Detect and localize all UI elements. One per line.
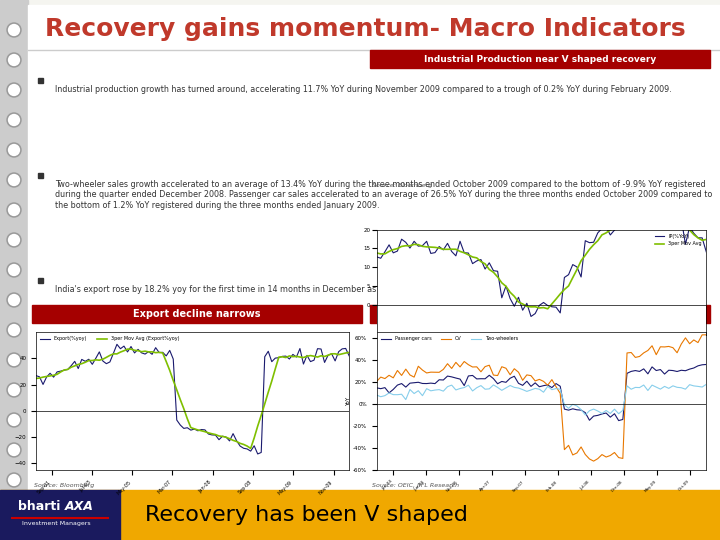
CV (589, 458, 598, 464)
Text: Two-wheeler sales growth accelerated to an average of 13.4% YoY during the three: Two-wheeler sales growth accelerated to … (55, 180, 712, 210)
Two-wheelers (581, 411, 590, 418)
3per Mov Avg (589, 241, 598, 248)
Two-wheelers (372, 392, 381, 399)
Bar (32, 305, 362, 323)
Text: Industrial production growth has turned around, accelerating 11.7% YoY during No: Industrial production growth has turned … (55, 85, 672, 94)
CV (669, 345, 678, 351)
Passenger cars (372, 384, 381, 391)
Two-wheelers (602, 407, 611, 414)
3per Mov Avg (577, 258, 585, 264)
IP(%YoY) (602, 224, 611, 230)
3per Mov Avg (372, 249, 381, 256)
CV (702, 332, 711, 338)
3per Mov Avg (602, 230, 611, 236)
Passenger cars (598, 411, 606, 417)
Legend: IP(%YoY), 3per Mov Avg: IP(%YoY), 3per Mov Avg (653, 232, 704, 248)
Legend: Passenger cars, CV, Two-wheelers: Passenger cars, CV, Two-wheelers (379, 335, 520, 343)
Text: Recovery has been V shaped: Recovery has been V shaped (145, 505, 468, 525)
Bar (370, 50, 710, 68)
Line: CV: CV (377, 335, 706, 461)
Passenger cars (669, 367, 678, 374)
CV (585, 456, 594, 462)
Bar (0, 490, 720, 540)
Circle shape (7, 143, 21, 157)
Circle shape (7, 53, 21, 67)
Two-wheelers (568, 401, 577, 408)
Circle shape (7, 263, 21, 277)
IP(%YoY) (372, 254, 381, 260)
Bar (38, 78, 43, 83)
Circle shape (7, 173, 21, 187)
Bar (28, 50, 720, 490)
Line: Two-wheelers: Two-wheelers (377, 384, 706, 415)
Bar (0, 490, 120, 540)
Text: Investment Managers: Investment Managers (22, 522, 91, 526)
Passenger cars (572, 407, 581, 413)
Two-wheelers (702, 381, 711, 388)
IP(%YoY) (672, 223, 681, 230)
Passenger cars (518, 382, 527, 389)
Circle shape (7, 413, 21, 427)
Text: Industrial Production near V shaped recovery: Industrial Production near V shaped reco… (424, 55, 656, 64)
3per Mov Avg (572, 266, 581, 273)
3per Mov Avg (544, 306, 552, 312)
IP(%YoY) (644, 209, 652, 215)
3per Mov Avg (518, 301, 527, 307)
CV (572, 450, 581, 456)
Circle shape (7, 83, 21, 97)
CV (518, 377, 527, 383)
3per Mov Avg (656, 215, 665, 221)
Text: India's export rose by 18.2% yoy for the first time in 14 months in December as : India's export rose by 18.2% yoy for the… (55, 285, 580, 294)
Text: Source: Bloomberg: Source: Bloomberg (34, 483, 94, 488)
IP(%YoY) (572, 264, 581, 270)
Text: AXA: AXA (65, 501, 94, 514)
Text: Recovery gains momentum- Macro Indicators: Recovery gains momentum- Macro Indicator… (45, 17, 685, 41)
Passenger cars (614, 417, 623, 424)
IP(%YoY) (589, 239, 598, 246)
IP(%YoY) (518, 307, 527, 313)
Legend: Export(%yoy), 3per Mov Avg (Export%yoy): Export(%yoy), 3per Mov Avg (Export%yoy) (38, 335, 181, 343)
CV (602, 454, 611, 460)
Line: IP(%YoY): IP(%YoY) (377, 212, 706, 316)
Two-wheelers (572, 403, 581, 409)
Text: bharti: bharti (18, 501, 60, 514)
Passenger cars (585, 417, 594, 423)
Two-wheelers (589, 406, 598, 413)
Circle shape (7, 233, 21, 247)
IP(%YoY) (527, 313, 536, 320)
Text: Source: Bloomberg: Source: Bloomberg (372, 183, 432, 188)
CV (372, 379, 381, 385)
Bar (28, 5, 720, 50)
Circle shape (7, 323, 21, 337)
Circle shape (7, 443, 21, 457)
IP(%YoY) (702, 249, 711, 255)
Circle shape (7, 353, 21, 367)
Circle shape (7, 113, 21, 127)
Circle shape (7, 203, 21, 217)
Circle shape (7, 293, 21, 307)
CV (568, 452, 577, 458)
Bar (370, 305, 710, 323)
Two-wheelers (518, 386, 527, 393)
Line: 3per Mov Avg: 3per Mov Avg (377, 218, 706, 309)
Circle shape (7, 23, 21, 37)
IP(%YoY) (577, 274, 585, 280)
Two-wheelers (669, 382, 678, 389)
Passenger cars (702, 361, 711, 368)
Text: Discretionary spending improving: Discretionary spending improving (446, 309, 634, 319)
Bar (38, 278, 43, 283)
3per Mov Avg (702, 236, 711, 242)
Passenger cars (568, 406, 577, 412)
Text: Source: OEIC, IIFL Research: Source: OEIC, IIFL Research (372, 483, 459, 488)
Text: Export decline narrows: Export decline narrows (133, 309, 261, 319)
Line: Passenger cars: Passenger cars (377, 364, 706, 421)
Circle shape (7, 473, 21, 487)
Circle shape (7, 383, 21, 397)
Bar (38, 173, 43, 178)
Y-axis label: YoY: YoY (346, 396, 351, 406)
3per Mov Avg (672, 221, 681, 228)
Bar (0, 0, 28, 540)
